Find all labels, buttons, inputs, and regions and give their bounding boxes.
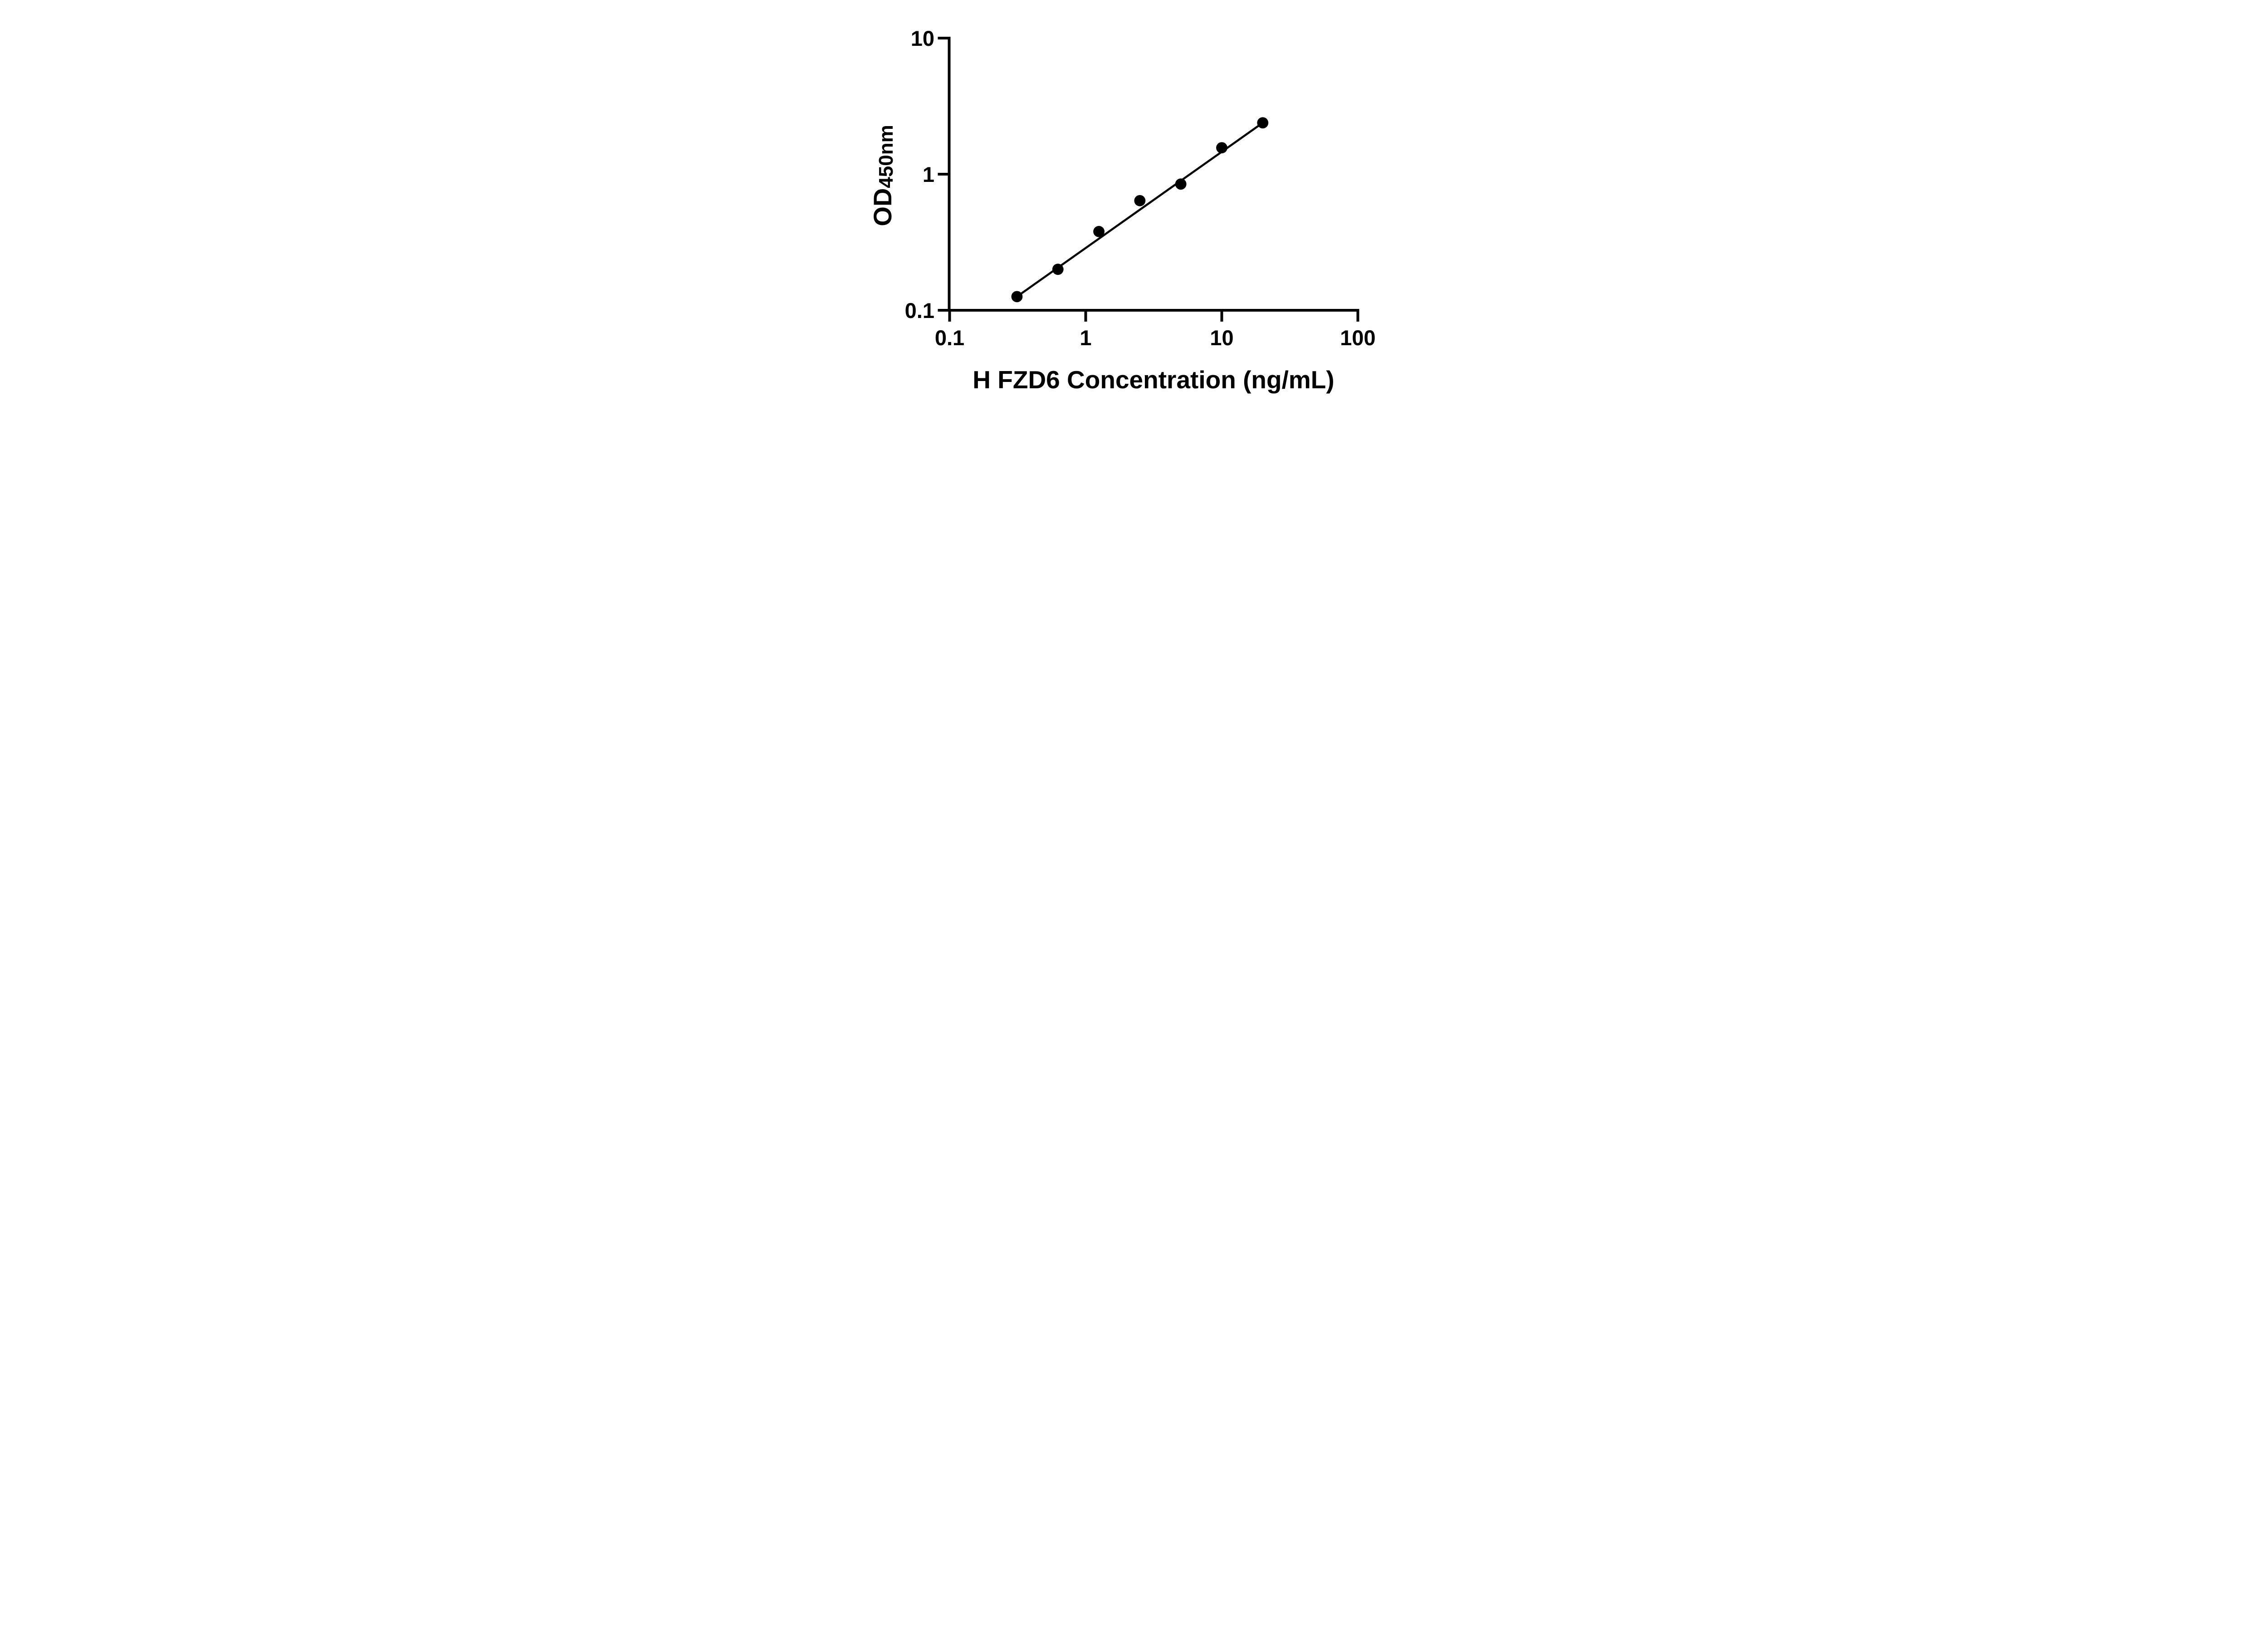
data-points — [1011, 117, 1269, 303]
y-axis-title-main: OD — [868, 188, 897, 226]
x-axis-title: H FZD6 Concentration (ng/mL) — [973, 366, 1334, 394]
data-point — [1175, 178, 1187, 190]
x-axis-ticks — [948, 312, 1359, 322]
y-axis-title-subscript: 450nm — [875, 125, 897, 188]
data-point — [1134, 195, 1146, 206]
y-tick-label: 0.1 — [905, 298, 934, 323]
y-axis-tick-labels: 0.1 1 10 — [905, 26, 934, 323]
data-point — [1257, 117, 1269, 129]
x-tick-label: 10 — [1210, 326, 1233, 350]
data-point — [1216, 142, 1227, 154]
y-tick-label: 1 — [923, 162, 934, 186]
x-tick-label: 0.1 — [935, 326, 964, 350]
data-point — [1093, 226, 1105, 237]
data-point — [1052, 264, 1064, 275]
elisa-standard-curve-figure: 0.1 1 10 0.1 1 10 100 H FZD6 Concentration (n… — [848, 0, 1420, 408]
y-axis-ticks — [938, 37, 948, 312]
y-tick-label: 10 — [911, 26, 934, 50]
x-tick-label: 1 — [1080, 326, 1091, 350]
x-tick-label: 100 — [1340, 326, 1375, 350]
y-axis-title: OD450nm — [868, 125, 897, 226]
x-axis-tick-labels: 0.1 1 10 100 — [935, 326, 1376, 350]
data-point — [1011, 291, 1023, 303]
standard-curve-chart: 0.1 1 10 0.1 1 10 100 H FZD6 Concentration (n… — [868, 26, 1376, 394]
